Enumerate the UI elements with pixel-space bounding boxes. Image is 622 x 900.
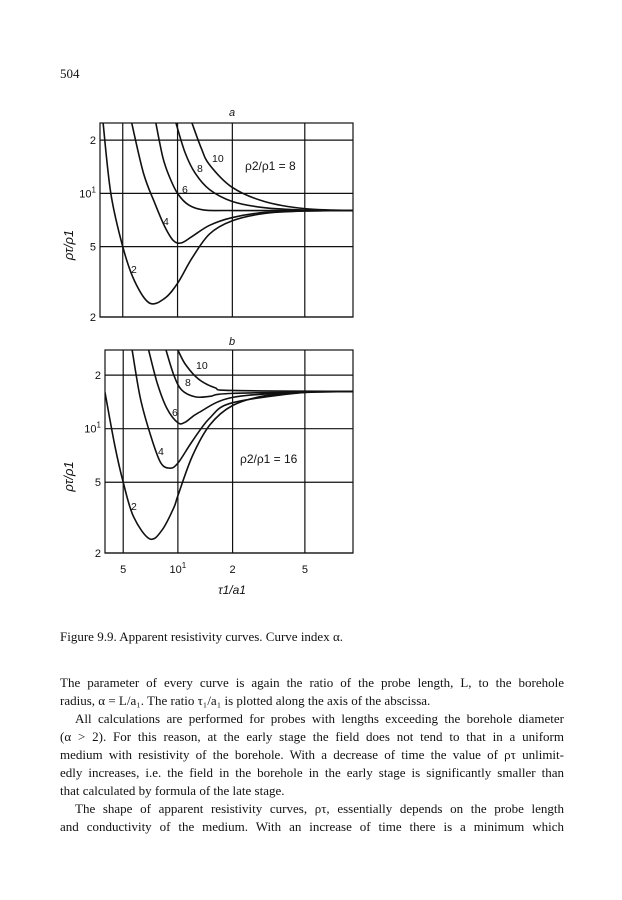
curve-label: 4 (158, 446, 164, 458)
x-axis-label: τ1/a1 (218, 583, 246, 597)
x-tick-label: 2 (230, 564, 236, 576)
x-tick-label: 5 (120, 564, 126, 576)
curve-label: 2 (131, 264, 137, 276)
ratio-annotation: ρ2/ρ1 = 16 (240, 452, 298, 466)
curve-label: 8 (197, 163, 203, 175)
curve-label: 6 (172, 407, 178, 419)
panel-label: a (229, 107, 235, 119)
curve-alpha-2 (102, 123, 353, 305)
page-number: 504 (60, 66, 80, 81)
curve-label: 6 (182, 184, 188, 196)
text-line: edly increases, i.e. the field in the bo… (60, 765, 564, 780)
chart-panel-b: 2 5 101 2 5 101 2 5 2 4 6 8 10 ρ2/ρ1 = 16 b ρτ/ρ1 τ1/a1 (61, 336, 354, 597)
curve-alpha-8 (175, 123, 353, 212)
text-line: The shape of apparent resistivity curves… (75, 801, 564, 816)
y-tick-label: 5 (95, 477, 101, 489)
curve-alpha-6 (155, 123, 353, 212)
y-tick-label: 2 (90, 312, 96, 324)
chart-panel-a: 2 5 101 2 2 4 68 10 ρ2/ρ1 = 8 a ρτ/ρ1 (61, 107, 354, 324)
curve-label: 2 (131, 501, 137, 513)
x-tick-label: 101 (170, 561, 187, 576)
figure-caption: Figure 9.9. Apparent resistivity curves.… (60, 629, 344, 644)
y-tick-label: 2 (95, 370, 101, 382)
y-tick-label: 5 (90, 242, 96, 254)
curve-alpha-8 (165, 350, 353, 399)
y-axis-label: ρτ/ρ1 (61, 461, 76, 492)
curve-alpha-10 (191, 123, 353, 212)
curve-alpha-10 (177, 350, 353, 393)
y-tick-label: 2 (90, 135, 96, 147)
text-line: The parameter of every curve is again th… (60, 675, 564, 690)
y-tick-label: 101 (79, 185, 96, 200)
curve-alpha-4 (130, 123, 353, 245)
ratio-annotation: ρ2/ρ1 = 8 (245, 159, 296, 173)
curve-label: 4 (163, 216, 169, 228)
text-line: that calculated by formula of the late s… (60, 783, 285, 798)
text-line: (α > 2). For this reason, at the early s… (60, 729, 564, 744)
y-tick-exponent: 1 (97, 421, 102, 430)
curve-label: 8 (185, 377, 191, 389)
plot-frame (99, 122, 354, 318)
x-tick-exponent: 1 (182, 561, 187, 570)
panel-label: b (229, 336, 235, 348)
plot-frame (104, 349, 354, 554)
curve-label: 10 (196, 360, 208, 372)
y-tick-label: 2 (95, 548, 101, 560)
text-line: medium with resistivity of the borehole.… (60, 747, 564, 762)
text-line: and conductivity of the medium. With an … (60, 819, 564, 834)
y-tick-label: 101 (84, 421, 101, 436)
curve-label: 10 (212, 153, 224, 165)
curve-alpha-4 (131, 350, 353, 469)
text-line: All calculations are performed for probe… (75, 711, 564, 726)
text-line: radius, α = L/a₁. The ratio τ₁/a₁ is plo… (60, 693, 431, 708)
x-tick-label: 5 (302, 564, 308, 576)
y-tick-exponent: 1 (92, 185, 97, 194)
curve-alpha-2 (105, 390, 353, 541)
y-axis-label: ρτ/ρ1 (61, 230, 76, 261)
